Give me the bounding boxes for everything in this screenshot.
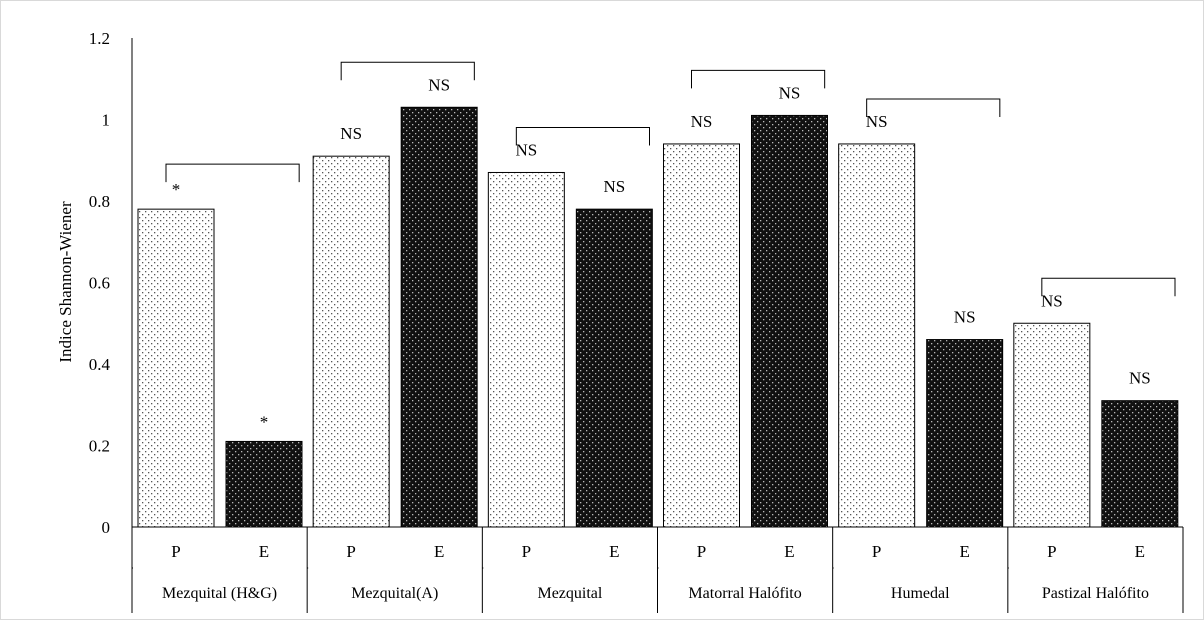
y-tick-label: 1.2 <box>89 29 110 48</box>
significance-label: * <box>172 180 181 199</box>
y-tick-label: 1 <box>102 111 111 130</box>
category-group-label: Humedal <box>891 585 950 602</box>
y-axis-title: Indice Shannon-Wiener <box>56 201 75 363</box>
bar-E <box>926 339 1004 528</box>
significance-label: NS <box>954 308 976 327</box>
category-sub-label: P <box>346 542 355 561</box>
category-axis: P E Mezquital (H&G) P E Mezquital(A) P E Mezquit… <box>131 527 1184 613</box>
category-group-label: Mezquital(A) <box>351 585 438 602</box>
bar-E <box>1101 400 1179 528</box>
significance-label: NS <box>1129 369 1151 388</box>
y-tick-label: 0 <box>102 518 111 537</box>
bar-P <box>1013 322 1091 528</box>
y-tick-label: 0.8 <box>89 192 110 211</box>
category-sub-label: E <box>434 542 444 561</box>
significance-label: NS <box>1041 291 1063 310</box>
significance-label: NS <box>779 83 801 102</box>
comparison-bracket <box>691 69 826 89</box>
comparison-brackets <box>165 61 1176 297</box>
bar-labels: * * NS NS NS NS NS NS NS NS NS NS <box>172 75 1151 431</box>
significance-label: NS <box>428 75 450 94</box>
bar-P <box>487 171 565 528</box>
category-group-label: Mezquital (H&G) <box>162 585 277 602</box>
comparison-bracket <box>340 61 475 81</box>
significance-label: NS <box>866 112 888 131</box>
category-sub-label: P <box>1047 542 1056 561</box>
comparison-bracket <box>165 163 300 183</box>
category-sub-label: P <box>872 542 881 561</box>
bar-P <box>312 155 390 528</box>
category-sub-label: E <box>959 542 969 561</box>
category-group-label: Mezquital <box>537 585 602 602</box>
y-axis-ticks: 0 0.2 0.4 0.6 0.8 1 1.2 <box>89 29 111 537</box>
comparison-bracket <box>1041 277 1176 297</box>
bar-E <box>225 440 303 528</box>
significance-label: NS <box>515 140 537 159</box>
significance-label: NS <box>340 124 362 143</box>
bar-E <box>575 208 653 528</box>
category-sub-label: P <box>522 542 531 561</box>
category-sub-label: E <box>259 542 269 561</box>
bars <box>137 106 1179 528</box>
significance-label: NS <box>691 112 713 131</box>
category-sub-label: E <box>784 542 794 561</box>
category-group-label: Matorral Halófito <box>688 585 801 602</box>
y-tick-label: 0.6 <box>89 274 110 293</box>
category-sub-label: P <box>697 542 706 561</box>
comparison-bracket <box>515 126 650 146</box>
bar-P <box>137 208 215 528</box>
significance-label: NS <box>603 177 625 196</box>
category-sub-label: E <box>1135 542 1145 561</box>
bar-P <box>838 143 916 528</box>
category-group-label: Pastizal Halófito <box>1042 585 1149 602</box>
bar-P <box>663 143 740 528</box>
bar-E <box>751 114 828 528</box>
bar-E <box>400 106 478 528</box>
y-tick-label: 0.2 <box>89 437 110 456</box>
significance-label: * <box>260 412 269 431</box>
comparison-bracket <box>866 98 1001 117</box>
category-sub-label: P <box>171 542 180 561</box>
y-tick-label: 0.4 <box>89 355 111 374</box>
category-sub-label: E <box>609 542 619 561</box>
